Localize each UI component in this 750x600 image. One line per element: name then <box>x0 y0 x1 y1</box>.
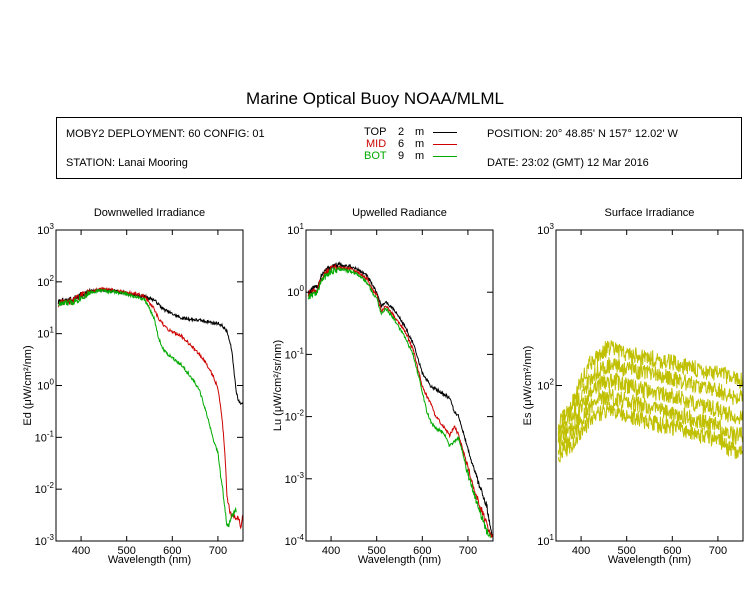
series-es-4 <box>557 388 743 455</box>
y-tick-label: 10-3 <box>285 471 305 486</box>
y-tick-label: 10-4 <box>285 533 305 548</box>
x-tick-label: 600 <box>163 545 181 557</box>
y-tick-label: 103 <box>537 222 554 237</box>
y-axis-label: Ed (μW/cm²/nm) <box>22 345 34 425</box>
x-tick-label: 600 <box>663 545 681 557</box>
plot-downwelled-irradiance: Downwelled Irradiance 400 500 600 700 10-3 10-… <box>22 207 244 566</box>
y-tick-label: 101 <box>287 222 304 237</box>
y-tick-label: 103 <box>37 222 54 237</box>
series-es-2 <box>557 357 743 439</box>
plot-surface-irradiance: Surface Irradiance 400 500 600 700 101 102 103 W… <box>522 207 744 566</box>
y-tick-label: 101 <box>37 326 54 341</box>
series-bot <box>307 266 492 539</box>
x-tick-label: 600 <box>413 545 431 557</box>
y-tick-label: 100 <box>287 284 304 299</box>
x-tick-label: 400 <box>572 545 590 557</box>
date-text: DATE: 23:02 (GMT) 12 Mar 2016 <box>487 157 649 169</box>
legend-mid-line <box>433 144 457 145</box>
plot-frame <box>305 229 494 542</box>
x-tick-label: 500 <box>118 545 136 557</box>
legend-top-depth: 2 <box>398 126 405 138</box>
y-tick-label: 102 <box>37 274 54 289</box>
y-tick-label: 10-2 <box>35 481 55 496</box>
series-top <box>57 287 243 405</box>
y-tick-label: 10-1 <box>285 346 305 361</box>
x-tick-label: 700 <box>209 545 227 557</box>
plot-upwelled-radiance: Upwelled Radiance 400 500 600 700 10-4 10-3 10-… <box>272 207 494 566</box>
info-box: MOBY2 DEPLOYMENT: 60 CONFIG: 01 STATION:… <box>56 117 742 179</box>
series-top <box>307 261 493 537</box>
series-mid <box>307 263 493 538</box>
plot-title: Upwelled Radiance <box>352 207 447 219</box>
y-tick-label: 102 <box>537 378 554 393</box>
legend-bot-unit: m <box>415 150 425 162</box>
y-axis-label: Es (μW/cm²/nm) <box>522 346 534 426</box>
y-tick-label: 10-2 <box>285 409 305 424</box>
y-tick-label: 10-3 <box>35 533 55 548</box>
deployment-text: MOBY2 DEPLOYMENT: 60 CONFIG: 01 <box>66 128 265 140</box>
legend-mid-name: MID <box>366 138 387 150</box>
x-tick-label: 700 <box>709 545 727 557</box>
series-es-5 <box>557 401 743 463</box>
x-axis-label: Wavelength (nm) <box>358 554 441 566</box>
x-axis-label: Wavelength (nm) <box>108 554 191 566</box>
y-tick-label: 10-1 <box>35 429 55 444</box>
plot-title: Surface Irradiance <box>605 207 695 219</box>
position-text: POSITION: 20° 48.85' N 157° 12.02' W <box>487 128 678 140</box>
legend-bot-depth: 9 <box>398 150 405 162</box>
x-tick-label: 400 <box>322 545 340 557</box>
series-es-3 <box>557 372 743 446</box>
x-tick-label: 700 <box>459 545 477 557</box>
x-tick-label: 400 <box>72 545 90 557</box>
legend-top-name: TOP <box>364 126 387 138</box>
y-axis-label: Lu (μW/cm²/sr/nm) <box>272 340 284 431</box>
x-tick-label: 500 <box>368 545 386 557</box>
series-es-1 <box>557 339 743 431</box>
x-axis-label: Wavelength (nm) <box>608 554 691 566</box>
y-tick-label: 101 <box>537 533 554 548</box>
legend-top-unit: m <box>415 126 425 138</box>
x-tick-label: 500 <box>618 545 636 557</box>
plot-title: Downwelled Irradiance <box>94 207 205 219</box>
legend-bot-name: BOT <box>364 150 387 162</box>
legend-bot-line <box>433 156 457 157</box>
plot-frame <box>55 229 244 542</box>
y-tick-label: 100 <box>37 378 54 393</box>
page-title: Marine Optical Buoy NOAA/MLML <box>246 89 504 108</box>
station-text: STATION: Lanai Mooring <box>66 157 188 169</box>
legend-top-line <box>433 132 457 133</box>
legend-mid-unit: m <box>415 138 425 150</box>
legend-mid-depth: 6 <box>398 138 405 150</box>
series-bot <box>58 288 237 528</box>
